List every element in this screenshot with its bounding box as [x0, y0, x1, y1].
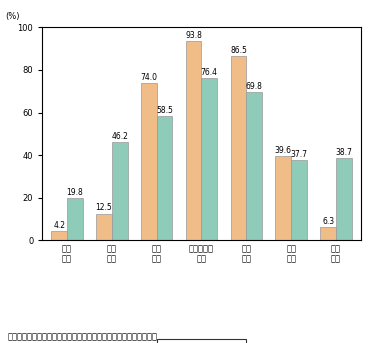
Text: 69.8: 69.8	[246, 82, 263, 91]
Text: 19.8: 19.8	[67, 188, 83, 197]
Bar	[141, 83, 157, 240]
Bar	[96, 213, 112, 240]
Text: 39.6: 39.6	[275, 146, 292, 155]
Text: 93.8: 93.8	[185, 31, 202, 39]
Bar	[276, 156, 291, 240]
Text: 74.0: 74.0	[140, 73, 157, 82]
Text: 58.5: 58.5	[156, 106, 173, 115]
Text: 12.5: 12.5	[96, 203, 112, 212]
Bar	[112, 142, 127, 240]
Text: 37.7: 37.7	[290, 150, 308, 159]
Bar	[291, 160, 307, 240]
Text: (%): (%)	[6, 12, 20, 21]
Bar	[67, 198, 83, 240]
Text: 4.2: 4.2	[53, 221, 65, 230]
Text: （出典）「オフショアリングの進展とその影響に関する調査研究」: （出典）「オフショアリングの進展とその影響に関する調査研究」	[7, 332, 158, 341]
Text: 6.3: 6.3	[322, 217, 334, 226]
Bar	[186, 40, 202, 240]
Bar	[246, 92, 262, 240]
Text: 76.4: 76.4	[201, 68, 218, 76]
Legend: 日本, 米国: 日本, 米国	[157, 339, 246, 343]
Text: 86.5: 86.5	[230, 46, 247, 55]
Bar	[231, 56, 246, 240]
Bar	[51, 231, 67, 240]
Bar	[336, 158, 352, 240]
Text: 46.2: 46.2	[111, 132, 128, 141]
Bar	[202, 78, 217, 240]
Bar	[320, 227, 336, 240]
Text: 38.7: 38.7	[335, 148, 352, 157]
Bar	[157, 116, 172, 240]
